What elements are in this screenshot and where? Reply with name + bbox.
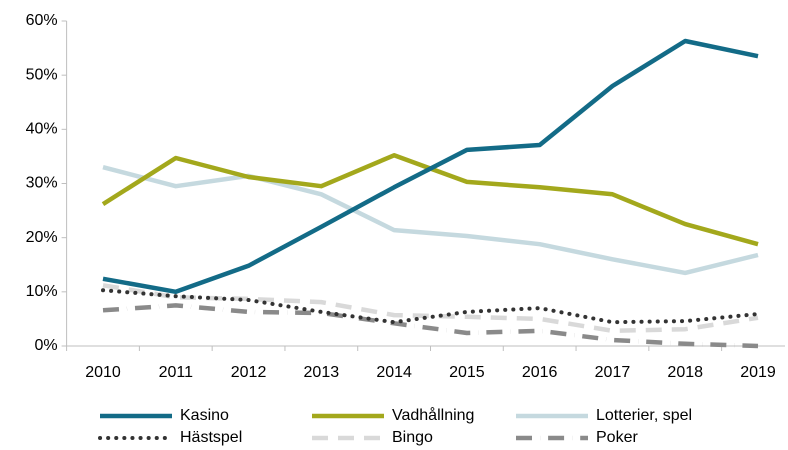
legend-label: Bingo: [392, 429, 433, 446]
y-tick-label: 0%: [34, 337, 57, 354]
x-tick-label: 2011: [159, 364, 194, 381]
legend-label: Lotterier, spel: [596, 407, 692, 424]
x-tick-label: 2012: [231, 364, 267, 381]
x-tick-label: 2010: [85, 364, 121, 381]
y-tick-label: 30%: [26, 175, 58, 192]
x-tick-label: 2019: [740, 364, 776, 381]
legend-label: Poker: [596, 429, 638, 446]
legend-label: Kasino: [180, 407, 229, 424]
series-line: [101, 288, 760, 325]
y-tick-label: 60%: [26, 12, 58, 29]
legend-label: Hästspel: [180, 429, 242, 446]
series-line: [102, 38, 759, 295]
series-line: [102, 283, 759, 334]
x-tick-label: 2018: [667, 364, 703, 381]
x-tick-label: 2017: [595, 364, 631, 381]
series-line: [102, 165, 759, 276]
x-tick-label: 2015: [449, 364, 485, 381]
y-tick-label: 50%: [26, 66, 58, 83]
y-tick-label: 10%: [26, 283, 58, 300]
x-tick-label: 2016: [522, 364, 558, 381]
legend-label: Vadhållning: [392, 406, 474, 424]
y-tick-label: 40%: [26, 121, 58, 138]
series-line: [102, 303, 759, 349]
x-tick-label: 2013: [304, 364, 340, 381]
y-tick-label: 20%: [26, 229, 58, 246]
x-tick-label: 2014: [376, 364, 412, 381]
